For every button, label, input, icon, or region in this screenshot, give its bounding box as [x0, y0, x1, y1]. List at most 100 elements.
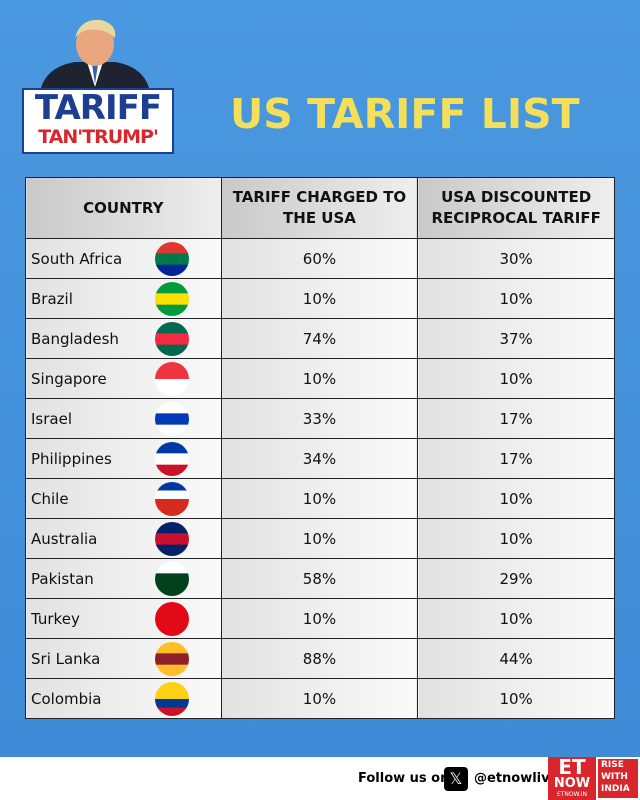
table-row: Australia 10% 10% — [25, 518, 615, 559]
tariff-value: 29% — [499, 569, 533, 588]
table-row: Philippines 34% 17% — [25, 438, 615, 479]
tariff-cell: 10% — [417, 478, 615, 519]
tariff-cell: 10% — [220, 678, 419, 719]
brand-bottom: NOW — [553, 776, 591, 791]
country-cell: Philippines — [25, 438, 222, 479]
country-cell: Bangladesh — [25, 318, 222, 359]
table-row: Brazil 10% 10% — [25, 278, 615, 319]
tariff-cell: 34% — [220, 438, 419, 479]
tariff-value: 10% — [499, 369, 533, 388]
tariff-cell: 10% — [417, 518, 615, 559]
tariff-cell: 37% — [417, 318, 615, 359]
tariff-value: 10% — [302, 529, 337, 548]
country-name: Brazil — [31, 289, 73, 308]
follow-text: Follow us on — [358, 771, 450, 786]
table-row: Chile 10% 10% — [25, 478, 615, 519]
tariff-value: 10% — [499, 609, 533, 628]
tariff-value: 58% — [302, 569, 337, 588]
tariff-value: 10% — [302, 489, 337, 508]
tariff-cell: 10% — [417, 358, 615, 399]
country-cell: Brazil — [25, 278, 222, 319]
country-cell: Turkey — [25, 598, 222, 639]
tariff-value: 10% — [302, 689, 337, 708]
tariff-value: 37% — [499, 329, 533, 348]
tariff-cell: 44% — [417, 638, 615, 679]
tariff-value: 10% — [302, 289, 337, 308]
country-name: Colombia — [31, 689, 102, 708]
tariff-cell: 10% — [417, 598, 615, 639]
country-cell: Israel — [25, 398, 222, 439]
tariff-value: 17% — [499, 449, 533, 468]
brand-logo: ET NOW ETNOW.IN — [548, 757, 596, 800]
tariff-cell: 17% — [417, 438, 615, 479]
flag-icon — [154, 682, 189, 716]
flag-icon — [154, 642, 189, 676]
tariff-value: 44% — [499, 649, 533, 668]
table-row: Israel 33% 17% — [25, 398, 615, 439]
logo-line1: TARIFF — [34, 88, 162, 128]
tariff-value: 10% — [499, 689, 533, 708]
footer: Follow us on 𝕏 @etnowlive ET NOW ETNOW.I… — [0, 757, 640, 800]
country-name: Australia — [31, 529, 98, 548]
flag-icon — [154, 362, 189, 396]
tariff-cell: 17% — [417, 398, 615, 439]
tariff-value: 88% — [302, 649, 337, 668]
tariff-value: 10% — [499, 289, 533, 308]
tariff-cell: 10% — [220, 598, 419, 639]
portrait — [40, 19, 150, 92]
tariff-cell: 60% — [220, 238, 419, 279]
country-cell: Chile — [25, 478, 222, 519]
table-row: Turkey 10% 10% — [25, 598, 615, 639]
tariff-cell: 88% — [220, 638, 419, 679]
country-name: Bangladesh — [31, 329, 119, 348]
country-cell: Sri Lanka — [25, 638, 222, 679]
table-row: Bangladesh 74% 37% — [25, 318, 615, 359]
tariff-cell: 74% — [220, 318, 419, 359]
country-name: Pakistan — [31, 569, 94, 588]
tariff-value: 74% — [302, 329, 337, 348]
table-row: South Africa 60% 30% — [25, 238, 615, 279]
header-row: COUNTRY TARIFF CHARGED TO THE USA USA DISC… — [25, 177, 615, 239]
tariff-value: 10% — [499, 529, 533, 548]
tariff-cell: 10% — [220, 278, 419, 319]
tariff-cell: 10% — [220, 358, 419, 399]
logo: TARIFF TAN'TRUMP' — [22, 88, 174, 154]
flag-icon — [154, 442, 189, 476]
tariff-cell: 10% — [417, 278, 615, 319]
country-name: South Africa — [31, 249, 123, 268]
country-cell: Australia — [25, 518, 222, 559]
table-row: Singapore 10% 10% — [25, 358, 615, 399]
tariff-value: 30% — [499, 249, 533, 268]
tariff-value: 60% — [302, 249, 337, 268]
country-name: Sri Lanka — [31, 649, 101, 668]
handle[interactable]: @etnowlive — [474, 771, 559, 786]
country-cell: Singapore — [25, 358, 222, 399]
flag-icon — [154, 242, 189, 276]
country-name: Philippines — [31, 449, 112, 468]
flag-icon — [154, 562, 189, 596]
column-header: COUNTRY — [25, 177, 222, 239]
country-name: Singapore — [31, 369, 107, 388]
x-icon[interactable]: 𝕏 — [444, 767, 468, 791]
flag-icon — [154, 482, 189, 516]
tariff-cell: 10% — [417, 678, 615, 719]
flag-icon — [154, 602, 189, 636]
tariff-cell: 10% — [220, 478, 419, 519]
tariff-value: 10% — [499, 489, 533, 508]
tariff-cell: 10% — [220, 518, 419, 559]
column-header: TARIFF CHARGED TO THE USA — [220, 177, 419, 239]
tariff-cell: 58% — [220, 558, 419, 599]
country-name: Chile — [31, 489, 69, 508]
flag-icon — [154, 282, 189, 316]
table-row: Colombia 10% 10% — [25, 678, 615, 719]
flag-icon — [154, 402, 189, 436]
country-name: Israel — [31, 409, 72, 428]
tariff-cell: 30% — [417, 238, 615, 279]
tariff-value: 10% — [302, 369, 337, 388]
brand-top: ET — [558, 755, 586, 779]
tariff-table: COUNTRY TARIFF CHARGED TO THE USA USA DISC… — [25, 177, 615, 719]
tariff-value: 17% — [499, 409, 533, 428]
tagline: RISE WITH INDIA — [598, 759, 638, 798]
column-header: USA DISCOUNTED RECIPROCAL TARIFF — [417, 177, 615, 239]
